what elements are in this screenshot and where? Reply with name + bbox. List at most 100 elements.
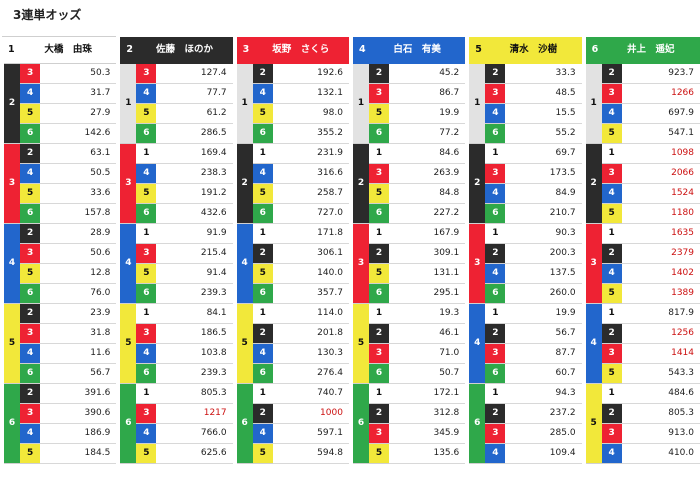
odds-value[interactable]: 309.1 bbox=[389, 243, 468, 264]
odds-value[interactable]: 11.6 bbox=[40, 343, 119, 364]
odds-value[interactable]: 1256 bbox=[621, 323, 700, 344]
odds-value[interactable]: 191.2 bbox=[156, 183, 235, 204]
odds-value[interactable]: 260.0 bbox=[505, 283, 584, 304]
odds-value[interactable]: 923.7 bbox=[621, 63, 700, 84]
odds-value[interactable]: 285.0 bbox=[505, 423, 584, 444]
odds-value[interactable]: 543.3 bbox=[621, 363, 700, 384]
odds-value[interactable]: 94.3 bbox=[505, 383, 584, 404]
odds-value[interactable]: 817.9 bbox=[621, 303, 700, 324]
odds-value[interactable]: 1402 bbox=[621, 263, 700, 284]
odds-value[interactable]: 306.1 bbox=[272, 243, 351, 264]
odds-value[interactable]: 258.7 bbox=[272, 183, 351, 204]
odds-value[interactable]: 805.3 bbox=[621, 403, 700, 424]
odds-value[interactable]: 192.6 bbox=[272, 63, 351, 84]
odds-value[interactable]: 61.2 bbox=[156, 103, 235, 124]
odds-value[interactable]: 86.7 bbox=[389, 83, 468, 104]
odds-value[interactable]: 71.0 bbox=[389, 343, 468, 364]
odds-value[interactable]: 484.6 bbox=[621, 383, 700, 404]
odds-value[interactable]: 1266 bbox=[621, 83, 700, 104]
odds-value[interactable]: 547.1 bbox=[621, 123, 700, 144]
odds-value[interactable]: 63.1 bbox=[40, 143, 119, 164]
odds-value[interactable]: 1635 bbox=[621, 223, 700, 244]
odds-value[interactable]: 60.7 bbox=[505, 363, 584, 384]
odds-value[interactable]: 625.6 bbox=[156, 443, 235, 464]
odds-value[interactable]: 391.6 bbox=[40, 383, 119, 404]
odds-value[interactable]: 84.6 bbox=[389, 143, 468, 164]
odds-value[interactable]: 1000 bbox=[272, 403, 351, 424]
odds-value[interactable]: 410.0 bbox=[621, 443, 700, 464]
odds-value[interactable]: 167.9 bbox=[389, 223, 468, 244]
odds-value[interactable]: 263.9 bbox=[389, 163, 468, 184]
odds-value[interactable]: 237.2 bbox=[505, 403, 584, 424]
odds-value[interactable]: 56.7 bbox=[40, 363, 119, 384]
odds-value[interactable]: 766.0 bbox=[156, 423, 235, 444]
odds-value[interactable]: 23.9 bbox=[40, 303, 119, 324]
odds-value[interactable]: 84.9 bbox=[505, 183, 584, 204]
odds-value[interactable]: 1389 bbox=[621, 283, 700, 304]
odds-value[interactable]: 50.3 bbox=[40, 63, 119, 84]
odds-value[interactable]: 12.8 bbox=[40, 263, 119, 284]
odds-value[interactable]: 231.9 bbox=[272, 143, 351, 164]
odds-value[interactable]: 135.6 bbox=[389, 443, 468, 464]
odds-value[interactable]: 45.2 bbox=[389, 63, 468, 84]
odds-value[interactable]: 132.1 bbox=[272, 83, 351, 104]
odds-value[interactable]: 697.9 bbox=[621, 103, 700, 124]
odds-value[interactable]: 215.4 bbox=[156, 243, 235, 264]
odds-value[interactable]: 186.5 bbox=[156, 323, 235, 344]
odds-value[interactable]: 594.8 bbox=[272, 443, 351, 464]
odds-value[interactable]: 56.7 bbox=[505, 323, 584, 344]
odds-value[interactable]: 286.5 bbox=[156, 123, 235, 144]
odds-value[interactable]: 1524 bbox=[621, 183, 700, 204]
odds-value[interactable]: 103.8 bbox=[156, 343, 235, 364]
odds-value[interactable]: 740.7 bbox=[272, 383, 351, 404]
odds-value[interactable]: 130.3 bbox=[272, 343, 351, 364]
odds-value[interactable]: 19.9 bbox=[389, 103, 468, 124]
odds-value[interactable]: 727.0 bbox=[272, 203, 351, 224]
odds-value[interactable]: 84.8 bbox=[389, 183, 468, 204]
odds-value[interactable]: 169.4 bbox=[156, 143, 235, 164]
odds-value[interactable]: 27.9 bbox=[40, 103, 119, 124]
odds-value[interactable]: 46.1 bbox=[389, 323, 468, 344]
odds-value[interactable]: 2066 bbox=[621, 163, 700, 184]
odds-value[interactable]: 15.5 bbox=[505, 103, 584, 124]
odds-value[interactable]: 33.6 bbox=[40, 183, 119, 204]
odds-value[interactable]: 69.7 bbox=[505, 143, 584, 164]
odds-value[interactable]: 137.5 bbox=[505, 263, 584, 284]
odds-value[interactable]: 805.3 bbox=[156, 383, 235, 404]
odds-value[interactable]: 77.7 bbox=[156, 83, 235, 104]
odds-value[interactable]: 127.4 bbox=[156, 63, 235, 84]
odds-value[interactable]: 597.1 bbox=[272, 423, 351, 444]
odds-value[interactable]: 90.3 bbox=[505, 223, 584, 244]
odds-value[interactable]: 31.8 bbox=[40, 323, 119, 344]
odds-value[interactable]: 91.4 bbox=[156, 263, 235, 284]
odds-value[interactable]: 50.7 bbox=[389, 363, 468, 384]
odds-value[interactable]: 432.6 bbox=[156, 203, 235, 224]
odds-value[interactable]: 157.8 bbox=[40, 203, 119, 224]
odds-value[interactable]: 84.1 bbox=[156, 303, 235, 324]
odds-value[interactable]: 210.7 bbox=[505, 203, 584, 224]
odds-value[interactable]: 91.9 bbox=[156, 223, 235, 244]
odds-value[interactable]: 200.3 bbox=[505, 243, 584, 264]
odds-value[interactable]: 172.1 bbox=[389, 383, 468, 404]
odds-value[interactable]: 19.9 bbox=[505, 303, 584, 324]
odds-value[interactable]: 1098 bbox=[621, 143, 700, 164]
odds-value[interactable]: 31.7 bbox=[40, 83, 119, 104]
odds-value[interactable]: 19.3 bbox=[389, 303, 468, 324]
odds-value[interactable]: 76.0 bbox=[40, 283, 119, 304]
odds-value[interactable]: 140.0 bbox=[272, 263, 351, 284]
odds-value[interactable]: 109.4 bbox=[505, 443, 584, 464]
odds-value[interactable]: 355.2 bbox=[272, 123, 351, 144]
odds-value[interactable]: 913.0 bbox=[621, 423, 700, 444]
odds-value[interactable]: 316.6 bbox=[272, 163, 351, 184]
odds-value[interactable]: 48.5 bbox=[505, 83, 584, 104]
odds-value[interactable]: 2379 bbox=[621, 243, 700, 264]
odds-value[interactable]: 171.8 bbox=[272, 223, 351, 244]
odds-value[interactable]: 33.3 bbox=[505, 63, 584, 84]
odds-value[interactable]: 239.3 bbox=[156, 363, 235, 384]
odds-value[interactable]: 142.6 bbox=[40, 123, 119, 144]
odds-value[interactable]: 1414 bbox=[621, 343, 700, 364]
odds-value[interactable]: 98.0 bbox=[272, 103, 351, 124]
odds-value[interactable]: 1217 bbox=[156, 403, 235, 424]
odds-value[interactable]: 114.0 bbox=[272, 303, 351, 324]
odds-value[interactable]: 131.1 bbox=[389, 263, 468, 284]
